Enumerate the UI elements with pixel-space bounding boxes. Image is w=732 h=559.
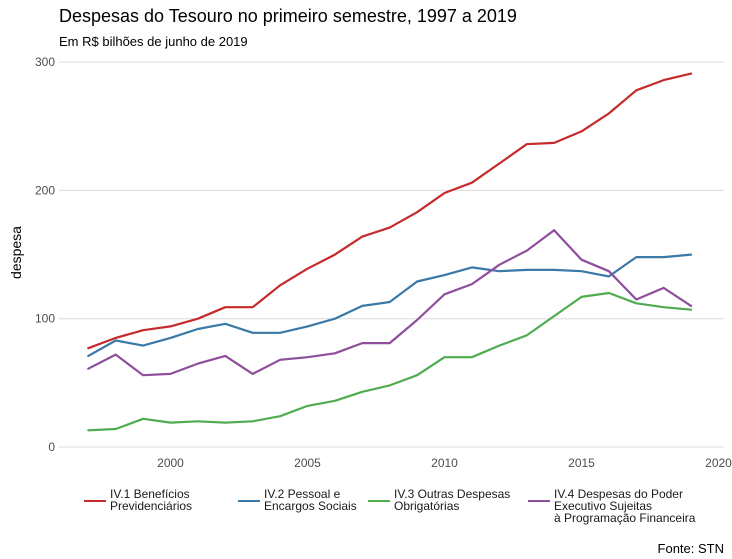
series-line-2 (87, 253, 693, 357)
y-tick-label: 100 (35, 312, 55, 326)
legend-swatch (528, 500, 550, 502)
chart-title: Despesas do Tesouro no primeiro semestre… (59, 6, 517, 26)
x-tick-label: 2015 (568, 456, 595, 470)
series-line-3 (87, 291, 693, 432)
y-tick-label: 0 (48, 440, 55, 454)
x-tick-label: 2010 (431, 456, 458, 470)
legend-label: IV.4 Despesas do Poder Executivo Sujeita… (554, 487, 696, 525)
x-tick-label: 2005 (294, 456, 321, 470)
legend-item-3: IV.3 Outras Despesas Obrigatórias (368, 488, 510, 512)
chart-subtitle: Em R$ bilhões de junho de 2019 (59, 34, 248, 49)
y-tick-label: 300 (35, 55, 55, 69)
x-tick-label: 2000 (157, 456, 184, 470)
legend-item-1: IV.1 Benefícios Previdenciários (84, 488, 192, 512)
legend-label: IV.1 Benefícios Previdenciários (110, 487, 193, 513)
y-axis-label: despesa (8, 226, 24, 279)
legend-item-4: IV.4 Despesas do Poder Executivo Sujeita… (528, 488, 695, 524)
chart-legend: IV.1 Benefícios Previdenciários IV.2 Pess… (84, 488, 724, 532)
y-tick-label: 200 (35, 183, 55, 197)
source-note: Fonte: STN (657, 541, 724, 556)
series-line-4 (87, 229, 693, 377)
legend-swatch (238, 500, 260, 502)
x-tick-label: 2020 (705, 456, 732, 470)
legend-label: IV.3 Outras Despesas Obrigatórias (394, 487, 511, 513)
legend-item-2: IV.2 Pessoal e Encargos Sociais (238, 488, 357, 512)
series-line-1 (87, 72, 693, 350)
line-chart: 0 100 200 300 2000 2005 2010 2015 2020 despesa (8, 55, 732, 470)
legend-swatch (368, 500, 390, 502)
legend-label: IV.2 Pessoal e Encargos Sociais (264, 487, 357, 513)
legend-swatch (84, 500, 106, 502)
